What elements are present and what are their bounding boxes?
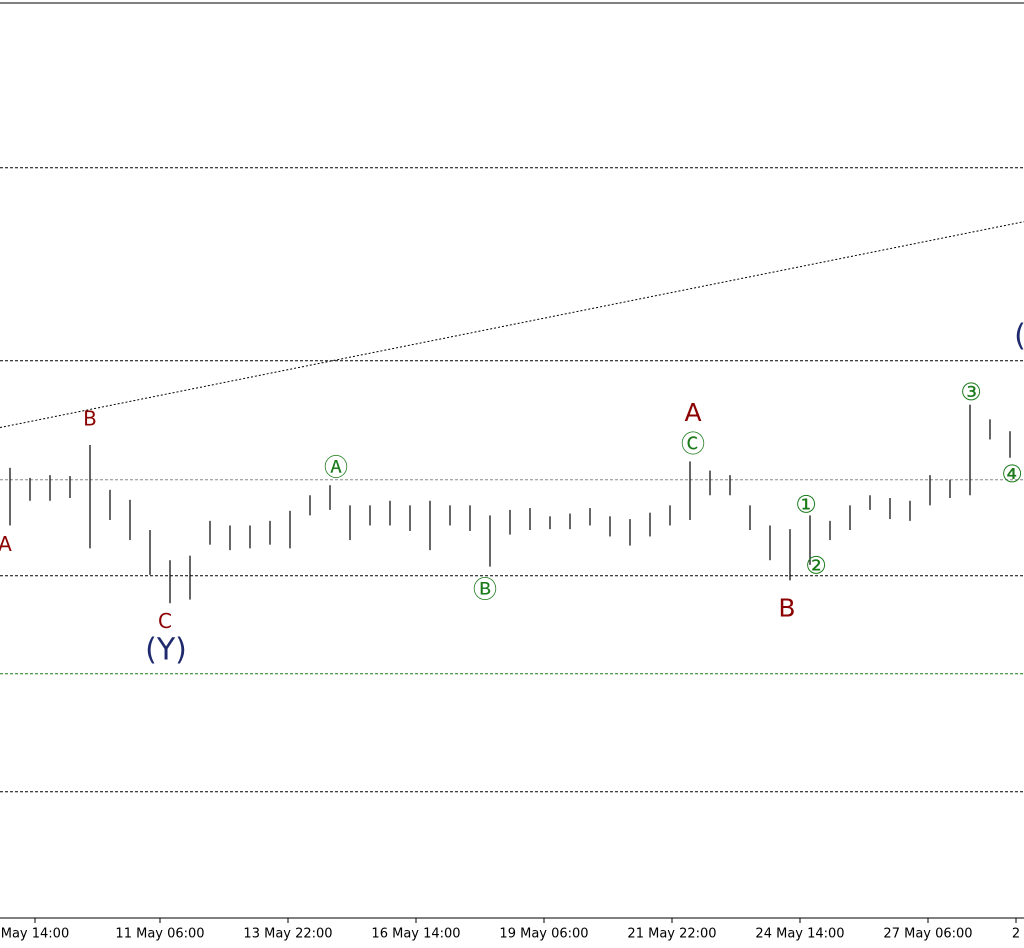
x-tick-label: 2	[1012, 927, 1020, 942]
wave-label: ①	[795, 490, 817, 518]
wave-label: Ⓑ	[473, 575, 497, 603]
x-tick-label: 21 May 22:00	[627, 927, 716, 942]
wave-label: ②	[805, 552, 827, 580]
x-tick-label: 27 May 06:00	[883, 927, 972, 942]
wave-label: ④	[1001, 460, 1023, 488]
wave-label: (	[1014, 318, 1024, 353]
wave-label: A	[684, 398, 701, 427]
wave-label: A	[0, 532, 12, 556]
wave-label: Ⓒ	[681, 430, 705, 458]
x-tick-label: May 14:00	[1, 927, 69, 942]
x-tick-label: 19 May 06:00	[499, 927, 588, 942]
x-tick-label: 11 May 06:00	[115, 927, 204, 942]
x-tick-label: 13 May 22:00	[243, 927, 332, 942]
wave-label: Ⓐ	[324, 454, 348, 482]
wave-label: B	[83, 407, 97, 431]
wave-label: C	[158, 609, 172, 633]
x-tick-label: 24 May 14:00	[755, 927, 844, 942]
wave-label: (Y)	[145, 632, 187, 667]
trend-line	[0, 221, 1024, 429]
x-tick-label: 16 May 14:00	[371, 927, 460, 942]
wave-label: ③	[960, 378, 982, 406]
wave-label: B	[778, 594, 795, 623]
